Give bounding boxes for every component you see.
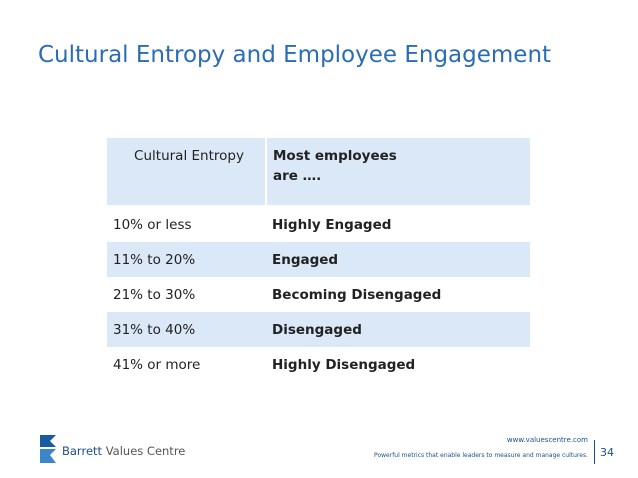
header-row: Cultural Entropy Most employees are …. <box>107 138 530 207</box>
page-number: 34 <box>600 446 614 459</box>
engagement-level: Engaged <box>266 242 530 277</box>
entropy-range: 21% to 30% <box>113 286 196 303</box>
divider <box>594 440 595 464</box>
header-text: Cultural Entropy <box>134 148 244 164</box>
slide-title: Cultural Entropy and Employee Engagement <box>38 42 552 68</box>
entropy-table: Cultural Entropy Most employees are …. 1… <box>107 138 530 382</box>
engagement-level: Highly Engaged <box>272 216 392 233</box>
table-row: 21% to 30% Becoming Disengaged <box>107 277 530 312</box>
table-body: 10% or less Highly Engaged 11% to 20% Engag… <box>107 206 530 382</box>
entropy-range: 10% or less <box>113 216 192 233</box>
engagement-level: Highly Disengaged <box>272 356 416 373</box>
logo-name: Values Centre <box>105 444 186 458</box>
header-text: Most employees are …. <box>273 148 397 184</box>
engagement-level: Becoming Disengaged <box>272 286 442 303</box>
table-row: 10% or less Highly Engaged <box>107 206 530 242</box>
entropy-range: 31% to 40% <box>107 312 266 347</box>
logo-icon <box>40 435 56 463</box>
engagement-level: Disengaged <box>266 312 530 347</box>
table-row: 41% or more Highly Disengaged <box>107 347 530 382</box>
logo-name: Barrett <box>62 444 103 458</box>
website: www.valuescentre.com <box>506 436 588 444</box>
entropy-range: 41% or more <box>113 356 201 373</box>
tagline: Powerful metrics that enable leaders to … <box>374 452 588 459</box>
table-row: 11% to 20% Engaged <box>107 242 530 277</box>
logo-text: Barrett Values Centre <box>62 444 185 458</box>
header-cell: Cultural Entropy <box>107 138 267 207</box>
table-row: 31% to 40% Disengaged <box>107 312 530 347</box>
header-cell: Most employees are …. <box>266 138 530 207</box>
entropy-range: 11% to 20% <box>107 242 266 277</box>
